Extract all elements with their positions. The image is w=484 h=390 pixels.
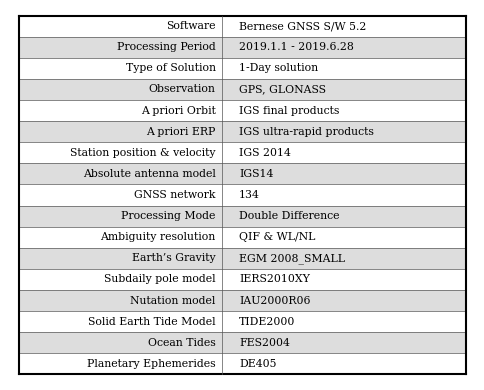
Text: Processing Mode: Processing Mode — [121, 211, 215, 221]
Text: Software: Software — [166, 21, 215, 31]
Text: GNSS network: GNSS network — [134, 190, 215, 200]
Bar — [222, 227, 465, 248]
Text: A priori Orbit: A priori Orbit — [140, 106, 215, 115]
Bar — [222, 121, 465, 142]
Text: Absolute antenna model: Absolute antenna model — [83, 169, 215, 179]
Text: Nutation model: Nutation model — [130, 296, 215, 305]
Bar — [19, 353, 222, 374]
Text: 2019.1.1 - 2019.6.28: 2019.1.1 - 2019.6.28 — [239, 42, 353, 52]
Text: IGS 2014: IGS 2014 — [239, 148, 290, 158]
Text: IAU2000R06: IAU2000R06 — [239, 296, 310, 305]
Text: Subdaily pole model: Subdaily pole model — [104, 275, 215, 284]
Bar — [19, 332, 222, 353]
Text: FES2004: FES2004 — [239, 338, 289, 348]
Text: EGM 2008_SMALL: EGM 2008_SMALL — [239, 253, 345, 264]
Bar — [222, 332, 465, 353]
Bar — [19, 311, 222, 332]
Bar — [222, 353, 465, 374]
Text: GPS, GLONASS: GPS, GLONASS — [239, 85, 325, 94]
Bar — [19, 290, 222, 311]
Text: Processing Period: Processing Period — [117, 42, 215, 52]
Bar — [222, 79, 465, 100]
Text: Planetary Ephemerides: Planetary Ephemerides — [87, 359, 215, 369]
Text: Type of Solution: Type of Solution — [125, 63, 215, 73]
Bar — [19, 269, 222, 290]
Bar — [19, 100, 222, 121]
Text: TIDE2000: TIDE2000 — [239, 317, 295, 327]
Bar — [222, 184, 465, 206]
Bar — [19, 206, 222, 227]
Text: Solid Earth Tide Model: Solid Earth Tide Model — [88, 317, 215, 327]
Bar — [19, 79, 222, 100]
Text: 134: 134 — [239, 190, 259, 200]
Text: DE405: DE405 — [239, 359, 276, 369]
Bar — [222, 206, 465, 227]
Bar — [222, 142, 465, 163]
Text: A priori ERP: A priori ERP — [146, 127, 215, 136]
Bar — [19, 227, 222, 248]
Bar — [19, 142, 222, 163]
Bar — [222, 100, 465, 121]
Bar — [222, 16, 465, 37]
Text: Double Difference: Double Difference — [239, 211, 339, 221]
Text: IGS ultra-rapid products: IGS ultra-rapid products — [239, 127, 373, 136]
Bar — [19, 16, 222, 37]
Bar — [222, 269, 465, 290]
Bar — [222, 58, 465, 79]
Bar — [222, 290, 465, 311]
Text: Ambiguity resolution: Ambiguity resolution — [100, 232, 215, 242]
Bar — [19, 58, 222, 79]
Text: Observation: Observation — [149, 85, 215, 94]
Bar — [19, 248, 222, 269]
Text: QIF & WL/NL: QIF & WL/NL — [239, 232, 315, 242]
Text: IERS2010XY: IERS2010XY — [239, 275, 309, 284]
Text: 1-Day solution: 1-Day solution — [239, 63, 318, 73]
Bar — [222, 248, 465, 269]
Text: Bernese GNSS S/W 5.2: Bernese GNSS S/W 5.2 — [239, 21, 366, 31]
Text: Station position & velocity: Station position & velocity — [70, 148, 215, 158]
Text: Earth’s Gravity: Earth’s Gravity — [132, 254, 215, 263]
Bar — [222, 163, 465, 184]
Text: Ocean Tides: Ocean Tides — [148, 338, 215, 348]
Bar — [19, 163, 222, 184]
Text: IGS final products: IGS final products — [239, 106, 339, 115]
Bar — [222, 311, 465, 332]
Text: IGS14: IGS14 — [239, 169, 273, 179]
Bar — [19, 37, 222, 58]
Bar — [19, 121, 222, 142]
Bar — [222, 37, 465, 58]
Bar — [19, 184, 222, 206]
